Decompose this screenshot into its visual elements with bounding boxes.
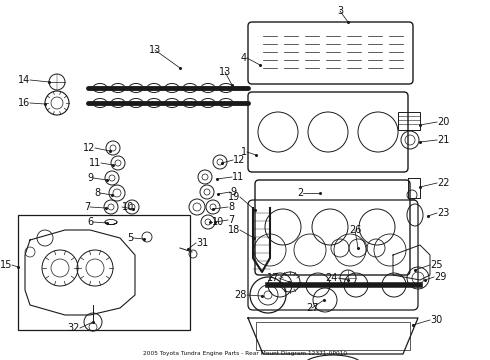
Text: 28: 28 [235, 290, 247, 300]
Text: 17: 17 [267, 273, 279, 283]
Text: 15: 15 [0, 260, 12, 270]
Text: 8: 8 [228, 202, 234, 212]
Text: 5: 5 [127, 233, 133, 243]
Text: 23: 23 [437, 208, 449, 218]
Text: 16: 16 [18, 98, 30, 108]
Text: 27: 27 [306, 303, 318, 313]
Text: 4: 4 [241, 53, 247, 63]
Text: 7: 7 [84, 202, 90, 212]
Text: 14: 14 [18, 75, 30, 85]
Text: 13: 13 [219, 67, 231, 77]
Text: 26: 26 [349, 225, 361, 235]
Text: 29: 29 [434, 272, 446, 282]
Text: 8: 8 [94, 188, 100, 198]
Text: 25: 25 [430, 260, 442, 270]
Text: 12: 12 [83, 143, 95, 153]
Text: 6: 6 [87, 217, 93, 227]
Text: 32: 32 [68, 323, 80, 333]
Bar [18, 215, 190, 330]
Text: 10: 10 [212, 217, 224, 227]
Text: 2005 Toyota Tundra Engine Parts - Rear Mount Diagram 12371-0P010: 2005 Toyota Tundra Engine Parts - Rear M… [143, 351, 347, 356]
Text: 7: 7 [228, 215, 234, 225]
Text: 22: 22 [437, 178, 449, 188]
Text: 20: 20 [437, 117, 449, 127]
Text: 11: 11 [89, 158, 101, 168]
Text: 9: 9 [87, 173, 93, 183]
Text: 24: 24 [326, 273, 338, 283]
Text: 19: 19 [228, 192, 240, 202]
Bar [398, 112, 420, 130]
Bar [256, 322, 410, 350]
Text: 21: 21 [437, 135, 449, 145]
Text: 13: 13 [149, 45, 161, 55]
Text: 11: 11 [232, 172, 244, 182]
Text: 1: 1 [241, 147, 247, 157]
Text: 9: 9 [230, 187, 236, 197]
Text: 3: 3 [337, 6, 343, 16]
Text: 18: 18 [228, 225, 240, 235]
Text: 31: 31 [196, 238, 208, 248]
Text: 30: 30 [430, 315, 442, 325]
Text: 10: 10 [122, 202, 134, 212]
Text: 2: 2 [297, 188, 303, 198]
Text: 12: 12 [233, 155, 245, 165]
